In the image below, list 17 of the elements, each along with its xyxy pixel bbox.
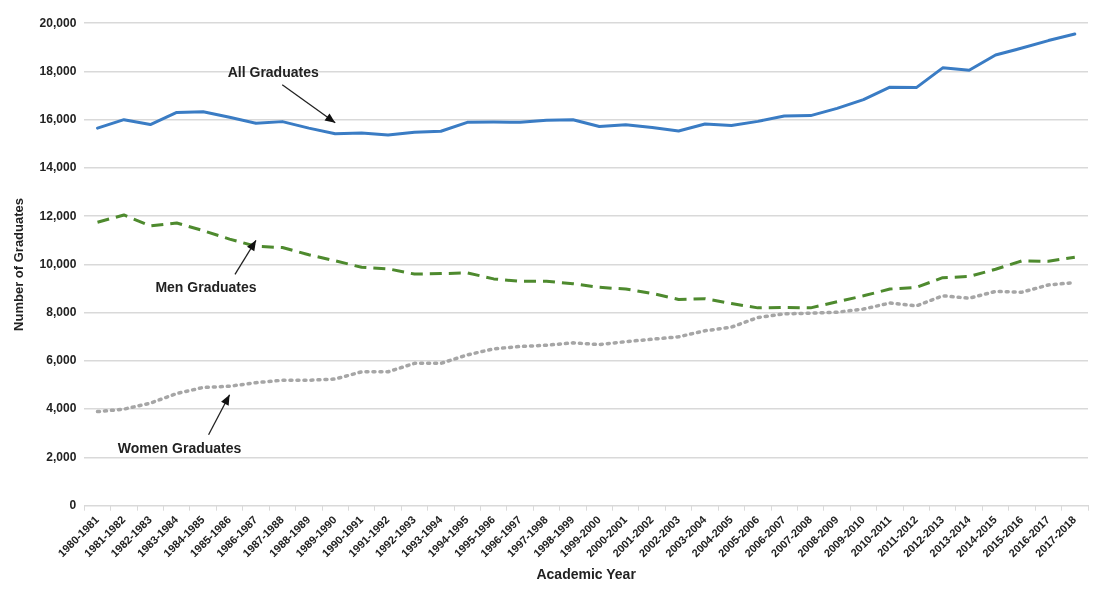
x-axis-title: Academic Year (536, 566, 637, 583)
y-tick-label: 0 (69, 497, 77, 512)
y-axis-title: Number of Graduates (11, 197, 27, 331)
line-series (96, 213, 1077, 310)
y-tick-label: 6,000 (46, 353, 77, 368)
y-tick-label: 8,000 (46, 304, 77, 319)
y-tick-label: 14,000 (39, 160, 77, 175)
y-tick-label: 16,000 (39, 112, 77, 127)
y-tick-label: 2,000 (46, 449, 77, 464)
y-tick-label: 10,000 (39, 256, 77, 271)
y-tick-label: 18,000 (39, 63, 77, 78)
text: Men Graduates (155, 279, 257, 296)
y-tick-label: 20,000 (39, 15, 77, 30)
text: All Graduates (227, 63, 319, 80)
y-tick-label: 4,000 (46, 401, 77, 416)
y-tick-label: 12,000 (39, 208, 77, 223)
text: Women Graduates (117, 439, 242, 456)
